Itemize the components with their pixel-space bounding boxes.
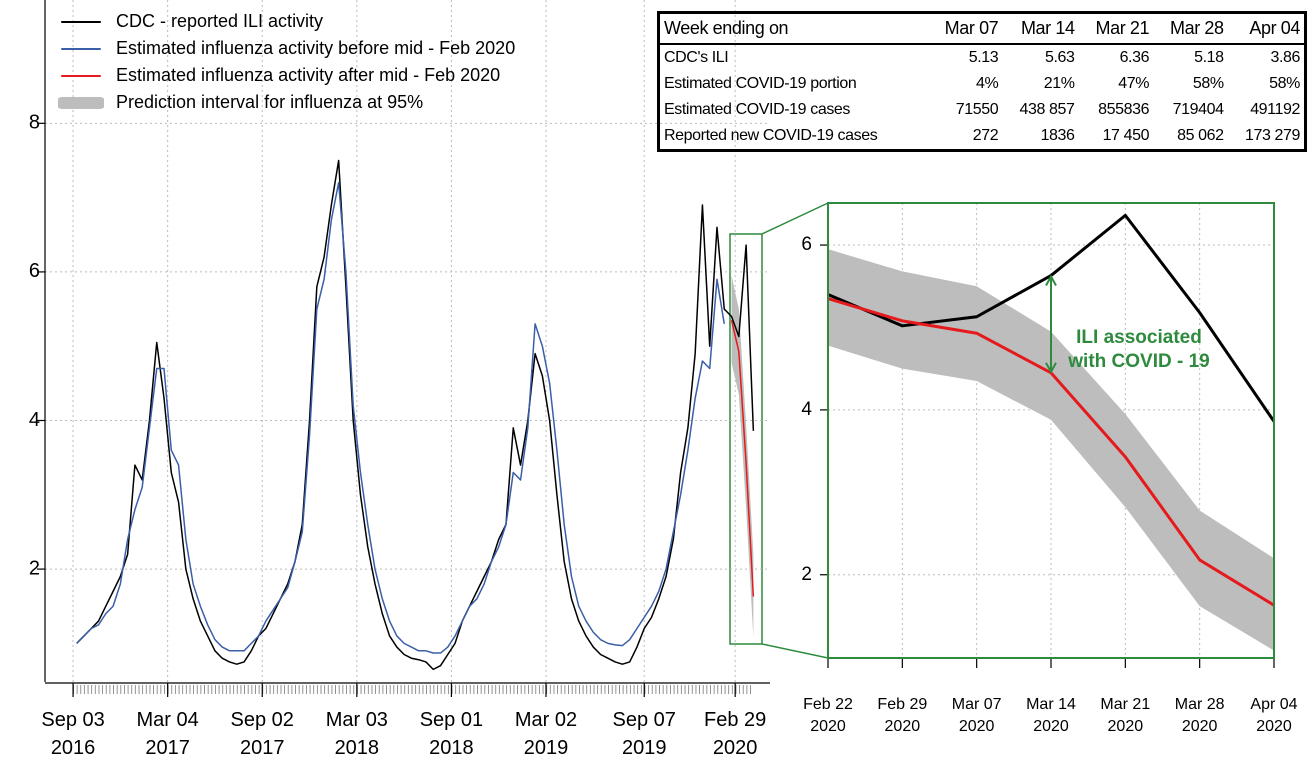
series-line (76, 182, 726, 654)
table-cell: 3.86 (1270, 49, 1300, 66)
table-header: Week ending on Mar 07 Mar 14 Mar 21 Mar 28 Ap… (660, 14, 1304, 45)
x-tick-label: Sep 03 2016 (41, 709, 105, 759)
zoom-connector (761, 643, 829, 659)
x-tick-label: Feb 29 2020 (704, 709, 767, 759)
table-cell: 272 (972, 127, 999, 144)
x-tick-label: Mar 28 2020 (1174, 696, 1225, 735)
x-tick-label: Sep 01 2018 (419, 709, 484, 759)
y-tick-label: 6 (29, 260, 40, 282)
series-line (76, 159, 755, 671)
table-cell: 17 450 (1102, 127, 1150, 144)
zoom-connector (761, 202, 829, 235)
table-cell: 719404 (1172, 101, 1224, 118)
table-cell: 4% (975, 75, 999, 92)
table-cell: 58% (1269, 75, 1300, 92)
plot-frame (827, 202, 1275, 659)
table-cell: 5.18 (1194, 49, 1224, 66)
x-tick-label: Apr 04 2020 (1250, 696, 1298, 735)
table-cell: Estimated COVID-19 portion (664, 75, 857, 92)
header-cell: Apr 04 (1227, 14, 1304, 45)
table-cell: 173 279 (1244, 127, 1300, 144)
table-cell: 6.36 (1119, 49, 1150, 66)
legend-label: Estimated influenza activity before mid … (116, 38, 516, 58)
header-cell: Mar 14 (1002, 14, 1079, 45)
header-cell: Week ending on (660, 14, 928, 45)
table-cell: 438 857 (1019, 101, 1075, 118)
legend-label: CDC - reported ILI activity (116, 11, 324, 31)
arrow-head (1045, 362, 1057, 374)
legend-swatch (58, 96, 104, 109)
prediction-band (731, 275, 754, 638)
table-cell: 491192 (1250, 101, 1300, 118)
legend-item: Estimated influenza activity after mid -… (58, 62, 515, 89)
table-row: Estimated COVID-19 portion 4% 21% 47% 58% 58% (660, 71, 1304, 97)
y-tick-label: 8 (29, 112, 40, 134)
table-cell: 58% (1192, 75, 1224, 92)
legend-label: Prediction interval for influenza at 95% (116, 92, 424, 112)
table-cell: Reported new COVID-19 cases (664, 127, 878, 144)
header-cell: Mar 21 (1078, 14, 1154, 45)
x-tick-label: Mar 21 2020 (1100, 696, 1151, 735)
x-tick-label: Sep 02 2017 (230, 709, 294, 759)
annotation: ILI associated with COVID - 19 (1068, 326, 1210, 372)
legend-item: Estimated influenza activity before mid … (58, 35, 515, 62)
table-row: CDC's ILI 5.13 5.63 6.36 5.18 3.86 (660, 44, 1304, 71)
header-cell: Mar 07 (927, 14, 1003, 45)
legend-label: Estimated influenza activity after mid -… (116, 65, 501, 85)
table-cell: CDC's ILI (664, 49, 729, 66)
table-cell: 1836 (1040, 127, 1075, 144)
x-tick-label: Feb 29 2020 (877, 696, 928, 735)
zoom-box (729, 233, 763, 645)
table-cell: 855836 (1098, 101, 1150, 118)
x-tick-label: Mar 02 2019 (514, 709, 578, 759)
y-tick-label: 2 (801, 564, 812, 585)
table-row: Reported new COVID-19 cases 272 1836 17 450… (660, 123, 1304, 149)
y-tick-label: 4 (801, 399, 812, 420)
legend-swatch (61, 74, 101, 77)
x-tick-label: Sep 07 2019 (612, 709, 676, 759)
summary-table: Week ending on Mar 07 Mar 14 Mar 21 Mar 28 Ap… (657, 11, 1307, 152)
prediction-band (828, 249, 1274, 651)
y-tick-label: 4 (29, 409, 40, 431)
legend: CDC - reported ILI activity Estimated inf… (58, 8, 515, 116)
arrow-head (1045, 274, 1057, 287)
table-cell: Estimated COVID-19 cases (664, 101, 851, 118)
x-tick-label: Mar 14 2020 (1026, 696, 1076, 735)
minor-ticks (73, 685, 753, 694)
legend-item: CDC - reported ILI activity (58, 8, 515, 35)
table-cell: 5.13 (968, 49, 999, 66)
table-cell: 21% (1043, 75, 1075, 92)
legend-swatch (61, 47, 101, 50)
legend-swatch (61, 20, 101, 23)
y-tick-label: 2 (29, 557, 40, 579)
legend-item: Prediction interval for influenza at 95% (58, 89, 515, 116)
header-cell: Mar 28 (1153, 14, 1228, 45)
x-tick-label: Feb 22 2020 (803, 696, 853, 735)
table-cell: 85 062 (1177, 127, 1224, 144)
x-tick-label: Mar 07 2020 (951, 696, 1002, 735)
x-tick-label: Mar 03 2018 (325, 709, 388, 759)
table: Week ending on Mar 07 Mar 14 Mar 21 Mar 28 Ap… (660, 14, 1304, 149)
table-cell: 5.63 (1045, 49, 1075, 66)
table-cell: 71550 (955, 101, 999, 118)
y-tick-label: 6 (801, 234, 812, 255)
table-cell: 47% (1118, 75, 1150, 92)
x-tick-label: Mar 04 2017 (136, 709, 199, 759)
series-line (730, 320, 755, 597)
table-row: Estimated COVID-19 cases 71550 438 857 8558… (660, 97, 1304, 123)
